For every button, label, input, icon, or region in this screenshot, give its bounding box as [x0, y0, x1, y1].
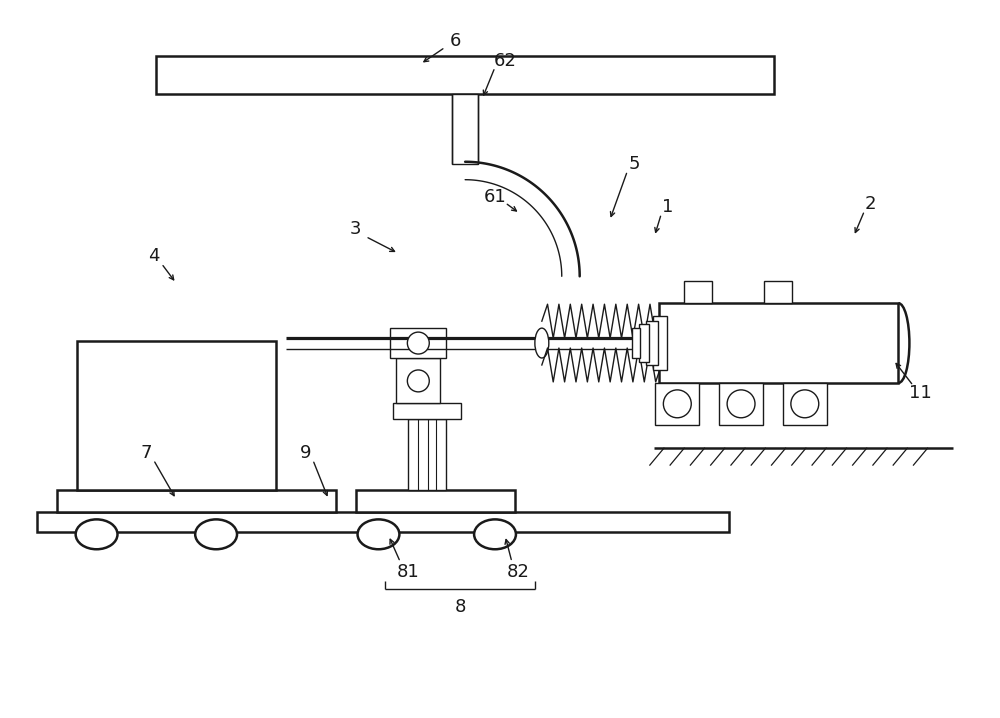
Text: 2: 2	[865, 195, 876, 213]
Bar	[632, 328, 640, 358]
Text: 8: 8	[454, 598, 466, 616]
Text: 62: 62	[494, 52, 516, 70]
Bar	[390, 328, 446, 358]
Ellipse shape	[727, 390, 755, 418]
Text: 81: 81	[397, 563, 420, 581]
Ellipse shape	[76, 519, 117, 549]
Bar	[156, 56, 774, 94]
Text: 82: 82	[506, 563, 529, 581]
Text: 11: 11	[909, 384, 932, 402]
Bar	[783, 383, 827, 425]
Ellipse shape	[358, 519, 399, 549]
Bar	[719, 383, 763, 425]
Bar	[57, 490, 336, 513]
Text: 6: 6	[449, 32, 461, 50]
Ellipse shape	[195, 519, 237, 549]
Text: 4: 4	[148, 248, 159, 266]
Bar	[653, 316, 667, 370]
Bar	[659, 303, 898, 383]
Bar	[393, 403, 461, 419]
Bar	[655, 383, 699, 425]
Bar	[646, 321, 658, 365]
Bar	[408, 419, 446, 490]
Bar	[639, 324, 649, 362]
Text: 1: 1	[662, 197, 673, 215]
Text: 7: 7	[141, 444, 152, 462]
Text: 61: 61	[484, 187, 506, 205]
Bar	[452, 94, 478, 164]
Ellipse shape	[407, 332, 429, 354]
Bar	[356, 490, 515, 513]
Text: 3: 3	[350, 220, 361, 238]
Bar	[77, 341, 276, 490]
Text: 5: 5	[629, 155, 640, 173]
Ellipse shape	[474, 519, 516, 549]
Bar	[684, 281, 712, 303]
Ellipse shape	[407, 370, 429, 392]
Ellipse shape	[791, 390, 819, 418]
Text: 9: 9	[300, 444, 312, 462]
Bar	[396, 358, 440, 403]
Ellipse shape	[535, 328, 549, 358]
Ellipse shape	[663, 390, 691, 418]
Bar	[37, 513, 729, 532]
Bar	[764, 281, 792, 303]
